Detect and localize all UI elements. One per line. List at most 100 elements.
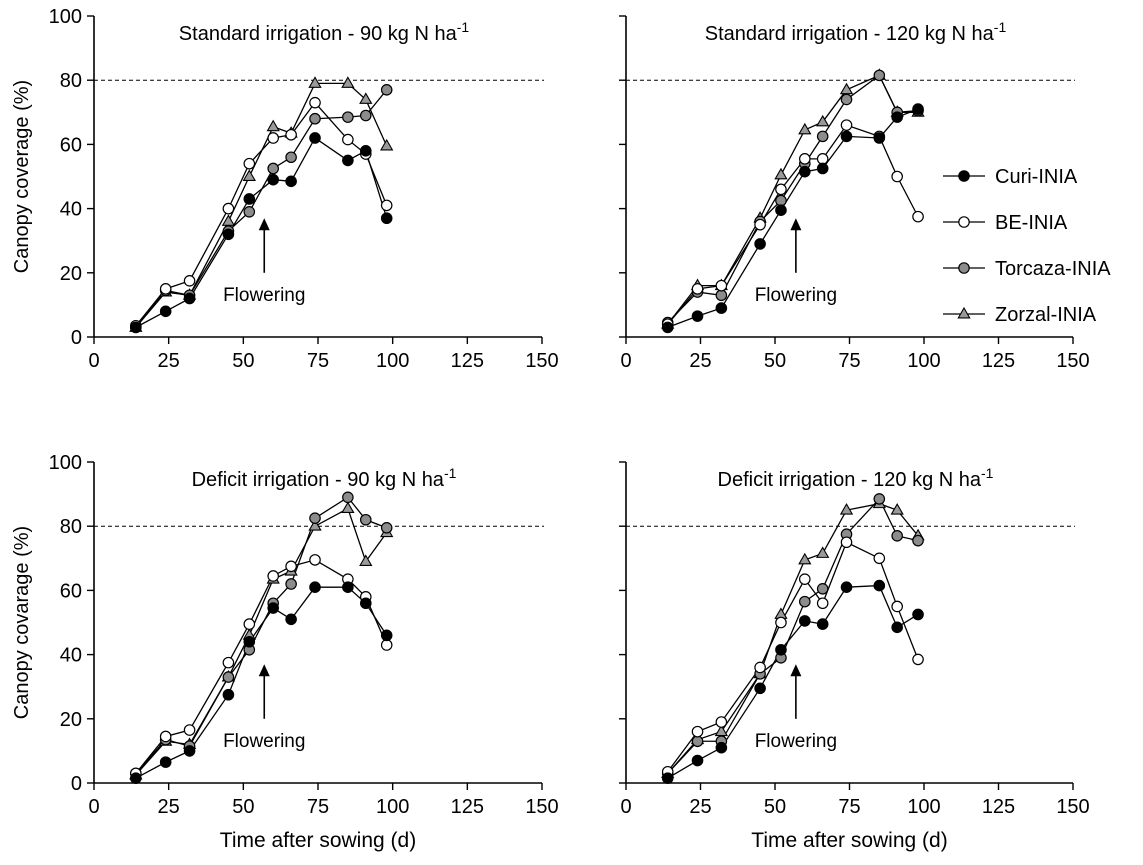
- x-axis-label: Time after sowing (d): [220, 829, 416, 852]
- x-tick-label: 150: [1056, 796, 1089, 818]
- series-points-be-inia: [130, 554, 393, 780]
- data-point: [342, 491, 354, 504]
- data-point: [891, 600, 903, 613]
- chart-panel-4: 0 25 50 75 100 125 150 Time after sowing (d) Def…: [619, 461, 1090, 852]
- legend-label: Curi-INIA: [995, 166, 1078, 188]
- x-tick-label: 0: [620, 796, 631, 818]
- x-tick-label: 125: [451, 796, 484, 818]
- data-point: [754, 661, 766, 674]
- data-point: [243, 193, 256, 205]
- x-tick-label: 50: [764, 796, 786, 818]
- x-tick-label: 125: [451, 350, 484, 372]
- x-tick-label: 75: [307, 796, 329, 818]
- data-point: [130, 321, 142, 334]
- x-tick-label: 150: [1056, 350, 1089, 372]
- data-point: [309, 581, 321, 593]
- data-point: [159, 305, 172, 318]
- x-tick-label: 50: [764, 350, 786, 372]
- x-tick-label: 25: [158, 796, 180, 818]
- data-point: [715, 289, 728, 302]
- data-point: [380, 199, 393, 212]
- data-point: [891, 170, 903, 183]
- data-point: [267, 132, 279, 144]
- data-point: [816, 618, 829, 630]
- data-point: [840, 93, 853, 106]
- data-point: [242, 169, 256, 181]
- data-point: [715, 716, 728, 728]
- data-point: [341, 76, 355, 88]
- data-point: [130, 772, 142, 784]
- data-point: [222, 671, 235, 683]
- y-axis-label: Canopy covarage (%): [11, 526, 33, 719]
- series-points-curi-inia: [661, 579, 924, 784]
- data-point: [380, 629, 393, 642]
- data-point: [285, 175, 297, 188]
- chart-panel-2: 0 25 50 75 100 125 150 Standard irrigation - 12…: [619, 15, 1090, 372]
- flowering-annotation: Flowering: [755, 285, 837, 306]
- y-tick-label: 100: [49, 452, 82, 474]
- data-point: [380, 84, 393, 96]
- data-point: [222, 656, 235, 669]
- data-point: [891, 530, 903, 542]
- data-point: [798, 165, 811, 178]
- data-point: [798, 615, 811, 627]
- x-tick-label: 100: [907, 350, 940, 372]
- data-point: [798, 122, 812, 135]
- data-point: [342, 133, 354, 146]
- x-tick-label: 50: [232, 350, 254, 372]
- flowering-annotation: Flowering: [755, 731, 837, 752]
- data-point: [266, 119, 280, 132]
- data-point: [183, 724, 196, 736]
- series-points-torcaza-inia: [661, 69, 924, 329]
- data-point: [691, 283, 704, 295]
- x-tick-label: 75: [307, 350, 329, 372]
- data-point: [912, 608, 924, 621]
- legend-marker: [957, 306, 971, 319]
- x-tick-label: 25: [158, 350, 180, 372]
- legend-entry: Zorzal-INIA: [943, 304, 1097, 326]
- x-tick-label: 0: [88, 796, 99, 818]
- data-point: [816, 130, 829, 143]
- x-tick-label: 100: [376, 350, 409, 372]
- data-point: [159, 756, 172, 768]
- series-points-curi-inia: [661, 103, 924, 334]
- legend-entry: BE-INIA: [943, 212, 1068, 234]
- data-point: [891, 621, 903, 634]
- x-tick-label: 0: [88, 350, 99, 372]
- data-point: [243, 618, 256, 630]
- data-point: [243, 206, 256, 218]
- data-point: [839, 503, 854, 515]
- flowering-annotation: Flowering: [223, 285, 305, 306]
- panel-title: Standard irrigation - 120 kg N ha-1: [705, 19, 1007, 45]
- data-point: [222, 228, 235, 241]
- flowering-annotation: Flowering: [223, 731, 305, 752]
- x-tick-label: 150: [525, 796, 558, 818]
- data-point: [890, 503, 904, 515]
- data-point: [816, 162, 829, 175]
- chart-panel-1: 0 25 50 75 100 125 150 0 20 40 60 80 100 Canopy cover…: [11, 6, 559, 372]
- data-point: [912, 534, 924, 547]
- data-point: [380, 212, 393, 225]
- data-point: [816, 582, 829, 595]
- data-point: [912, 103, 924, 115]
- y-tick-label: 20: [60, 709, 82, 731]
- y-tick-label: 0: [71, 773, 82, 795]
- data-point: [691, 735, 704, 748]
- data-point: [798, 595, 811, 608]
- flowering-arrow-head: [790, 664, 802, 677]
- data-point: [754, 218, 766, 231]
- series-points-be-inia: [661, 119, 924, 330]
- legend-marker: [958, 262, 970, 274]
- x-tick-label: 25: [689, 350, 711, 372]
- data-point: [285, 151, 297, 164]
- y-tick-label: 80: [60, 70, 82, 92]
- x-tick-label: 125: [982, 350, 1015, 372]
- legend-label: Zorzal-INIA: [995, 304, 1097, 326]
- chart-panel-3: 0 25 50 75 100 125 150 0 20 40 60 80 100 Canopy covar…: [11, 452, 559, 852]
- data-point: [309, 132, 321, 144]
- flowering-arrow-head: [258, 218, 270, 231]
- data-point: [816, 153, 829, 165]
- data-point: [308, 76, 322, 88]
- data-point: [342, 111, 354, 123]
- data-point: [912, 653, 924, 666]
